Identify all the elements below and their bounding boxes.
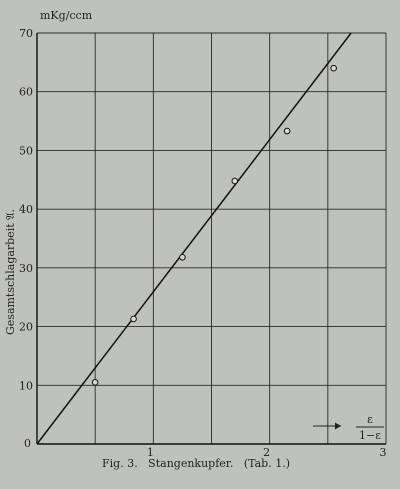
y-tick-label: 50 — [19, 144, 33, 157]
y-tick-label: 30 — [19, 262, 33, 275]
figure-caption: Fig. 3. Stangenkupfer. (Tab. 1.) — [102, 457, 290, 470]
x-tick-label: 1 — [147, 446, 154, 459]
data-point — [130, 315, 137, 323]
x-axis-label: ε 1−ε — [313, 413, 384, 442]
origin-label: 0 — [24, 437, 31, 450]
y-tick-label: 60 — [19, 86, 33, 99]
data-point — [283, 127, 291, 135]
y-tick-label: 20 — [19, 321, 33, 334]
x-label-numerator: ε — [367, 413, 373, 426]
x-label-arrow-head — [335, 422, 341, 430]
y-unit-label: mKg/ccm — [40, 9, 93, 22]
x-tick-label: 2 — [263, 446, 270, 459]
data-points — [91, 64, 337, 386]
fit-line-group — [36, 32, 352, 445]
data-point — [231, 177, 239, 185]
data-point — [179, 253, 186, 261]
data-point — [91, 379, 99, 386]
data-point — [330, 64, 337, 72]
axes — [36, 33, 387, 445]
y-axis-label: Gesamtschlagarbeit 𝔄. — [4, 209, 17, 335]
y-tick-label: 70 — [19, 27, 33, 40]
x-label-denominator: 1−ε — [359, 429, 381, 442]
x-tick-label: 3 — [380, 446, 387, 459]
y-tick-label: 10 — [19, 379, 33, 392]
fit-line — [36, 32, 352, 445]
y-tick-label: 40 — [19, 203, 33, 216]
